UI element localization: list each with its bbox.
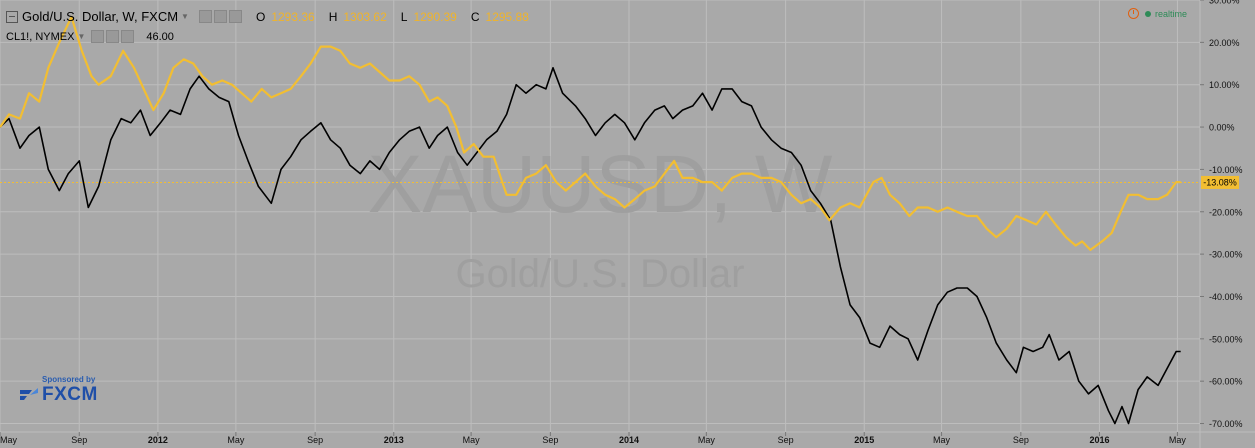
main-symbol-legend: Gold/U.S. Dollar, W, FXCM ▼ O 1293.36 H … xyxy=(6,9,529,24)
x-axis-tick-label: May xyxy=(0,435,18,445)
close-key: C xyxy=(470,9,480,24)
settings-icon[interactable] xyxy=(91,30,105,43)
y-axis-tick-label: -60.00% xyxy=(1209,377,1243,387)
x-axis-tick-label: Sep xyxy=(71,435,87,445)
compare-symbol-legend: CL1!, NYMEX ▼ 46.00 xyxy=(6,30,174,43)
y-axis-tick-label: -70.00% xyxy=(1209,419,1243,429)
x-axis-tick-label: May xyxy=(463,435,481,445)
hide-icon[interactable] xyxy=(213,10,227,23)
x-axis-tick-label: May xyxy=(1169,435,1187,445)
x-axis-tick-label: Sep xyxy=(1013,435,1029,445)
compare-symbol-value: 46.00 xyxy=(146,30,174,43)
chevron-down-icon[interactable]: ▼ xyxy=(77,32,86,41)
high-key: H xyxy=(328,9,338,24)
settings-icon[interactable] xyxy=(198,10,212,23)
close-value: 1295.88 xyxy=(485,9,529,24)
low-key: L xyxy=(400,9,408,24)
x-axis-tick-label: Sep xyxy=(778,435,794,445)
x-axis-tick-label: Sep xyxy=(307,435,323,445)
y-axis-tick-label: -40.00% xyxy=(1209,292,1243,302)
y-axis-tick-label: -10.00% xyxy=(1209,165,1243,175)
watermark-description: Gold/U.S. Dollar xyxy=(456,252,745,296)
high-value: 1303.62 xyxy=(343,9,387,24)
realtime-label: realtime xyxy=(1155,8,1188,19)
sponsor-label: Sponsored by xyxy=(42,375,96,384)
chart-grid xyxy=(0,0,1200,432)
y-axis-tick-label: 0.00% xyxy=(1209,123,1235,133)
current-value-tag: -13.08% xyxy=(1201,175,1239,189)
compare-symbol-title[interactable]: CL1!, NYMEX xyxy=(6,30,75,43)
clock-icon[interactable] xyxy=(1128,8,1139,19)
open-key: O xyxy=(255,9,266,24)
chevron-down-icon[interactable]: ▼ xyxy=(181,12,189,21)
x-axis-tick-label: 2016 xyxy=(1089,435,1109,445)
x-axis-tick-label: 2012 xyxy=(148,435,168,445)
chart-legend: Gold/U.S. Dollar, W, FXCM ▼ O 1293.36 H … xyxy=(0,0,800,48)
x-axis-tick-label: May xyxy=(227,435,245,445)
fxcm-logo-icon xyxy=(20,388,38,400)
collapse-icon[interactable] xyxy=(6,10,18,23)
y-axis-tick-label: 20.00% xyxy=(1209,38,1240,48)
realtime-indicator: realtime xyxy=(1128,8,1187,19)
y-axis-tick-label: -20.00% xyxy=(1209,207,1243,217)
watermark-symbol: XAUUSD, W xyxy=(368,139,833,230)
open-value: 1293.36 xyxy=(271,9,315,24)
x-axis-tick-label: 2015 xyxy=(854,435,874,445)
status-dot-icon xyxy=(1145,10,1151,17)
y-axis-tick-label: -30.00% xyxy=(1209,250,1243,260)
gold-series-line xyxy=(0,15,1181,251)
y-axis-tick-label: 10.00% xyxy=(1209,80,1240,90)
x-axis-tick-label: 2013 xyxy=(384,435,404,445)
main-symbol-title[interactable]: Gold/U.S. Dollar, W, FXCM xyxy=(22,9,179,24)
chart-watermark: XAUUSD, W Gold/U.S. Dollar xyxy=(368,139,833,296)
x-axis-tick-label: 2014 xyxy=(619,435,639,445)
current-value-label: -13.08% xyxy=(1203,177,1237,187)
y-axis-tick-label: 30.00% xyxy=(1209,0,1240,6)
y-axis-background xyxy=(1200,0,1255,448)
sponsor-badge[interactable]: Sponsored by FXCM xyxy=(18,375,98,406)
series-group xyxy=(0,15,1181,425)
x-axis: May Sep 2012 May Sep 2013 May Sep 2014 May Sep 2015… xyxy=(0,431,1255,445)
low-value: 1290.39 xyxy=(413,9,457,24)
x-axis-tick-label: May xyxy=(698,435,716,445)
x-axis-tick-label: May xyxy=(933,435,951,445)
sponsor-name: FXCM xyxy=(42,384,98,405)
oil-series-line xyxy=(0,67,1181,425)
y-axis-tick-label: -50.00% xyxy=(1209,334,1243,344)
close-icon[interactable] xyxy=(228,10,242,23)
x-axis-tick-label: Sep xyxy=(542,435,558,445)
hide-icon[interactable] xyxy=(106,30,120,43)
sponsor-logo: FXCM xyxy=(18,384,98,406)
close-icon[interactable] xyxy=(121,30,135,43)
y-axis: 30.00% 20.00% 10.00% 0.00% -10.00% -20.00% -30… xyxy=(1199,0,1255,448)
